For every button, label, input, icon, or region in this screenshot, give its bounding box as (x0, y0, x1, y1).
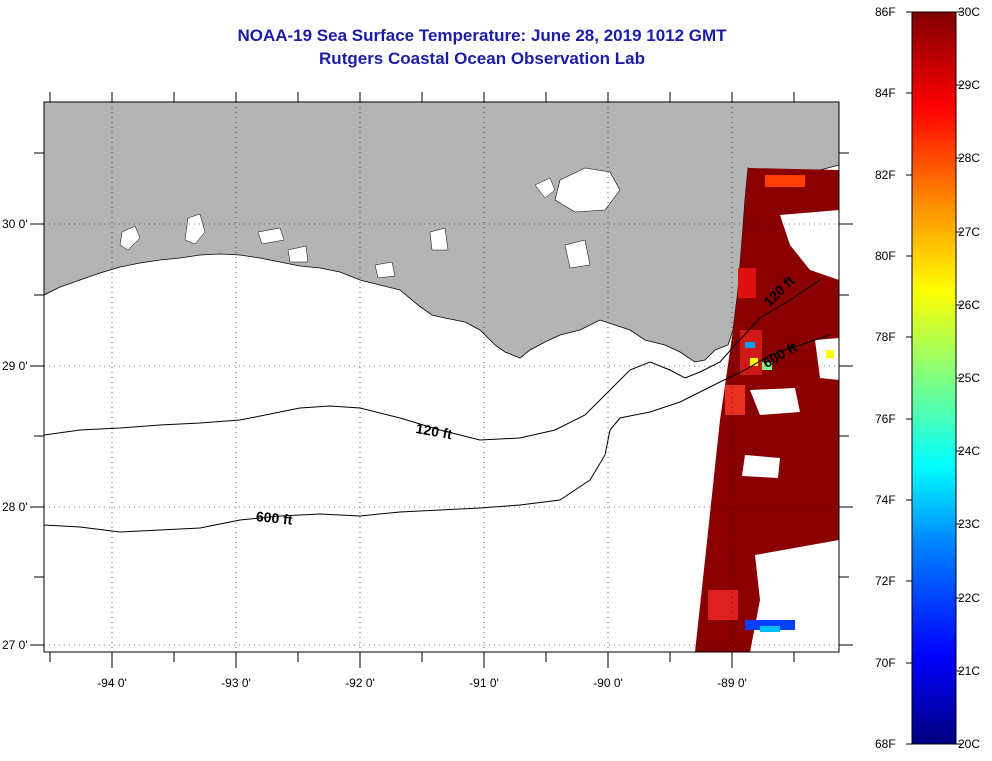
contour-120ft (44, 279, 821, 441)
map-frame (43, 101, 840, 653)
colorbar-f-86: 86F (875, 5, 896, 19)
colorbar-gradient (911, 11, 957, 745)
colorbar-f-76: 76F (875, 412, 896, 426)
lon-label-92: -92 0' (345, 676, 375, 690)
grand-lake (287, 245, 309, 263)
colorbar-f-68: 68F (875, 737, 896, 751)
map-subtitle: Rutgers Coastal Ocean Observation Lab (319, 49, 645, 68)
lat-label-29: 29 0' (2, 359, 28, 373)
contour-600ft (44, 334, 831, 533)
bay-2 (564, 239, 591, 269)
colorbar-f-84: 84F (875, 86, 896, 100)
lon-label-94: -94 0' (97, 676, 127, 690)
colorbar-c-28: 28C (958, 151, 981, 165)
lat-label-30: 30 0' (2, 217, 28, 231)
colorbar-c-21: 21C (958, 664, 981, 678)
calcasieu-lake (184, 213, 206, 245)
graticule (44, 102, 839, 652)
sst-swath (695, 168, 839, 652)
sabine-lake (119, 225, 141, 251)
lon-label-89: -89 0' (717, 676, 747, 690)
colorbar-f-74: 74F (875, 493, 896, 507)
colorbar-c-26: 26C (958, 298, 981, 312)
colorbar-ticks (906, 11, 962, 745)
map-title: NOAA-19 Sea Surface Temperature: June 28… (237, 26, 727, 45)
lat-label-27: 27 0' (2, 638, 28, 652)
lon-label-93: -93 0' (221, 676, 251, 690)
bay-1 (429, 227, 449, 251)
colorbar-c-20: 20C (958, 737, 981, 751)
white-lake (257, 227, 285, 245)
colorbar-c-23: 23C (958, 517, 981, 531)
bay-3 (374, 261, 396, 279)
colorbar-f-78: 78F (875, 330, 896, 344)
lake-pontchartrain (554, 167, 621, 213)
colorbar-c-25: 25C (958, 371, 981, 385)
colorbar-c-30: 30C (958, 5, 981, 19)
colorbar-f-82: 82F (875, 168, 896, 182)
bathymetry-contours (44, 279, 831, 533)
lat-label-28: 28 0' (2, 500, 28, 514)
colorbar-f-70: 70F (875, 656, 896, 670)
colorbar-c-27: 27C (958, 225, 981, 239)
lon-label-90: -90 0' (593, 676, 623, 690)
colorbar-c-24: 24C (958, 444, 981, 458)
colorbar-c-29: 29C (958, 78, 981, 92)
colorbar-c-22: 22C (958, 591, 981, 605)
colorbar-f-72: 72F (875, 574, 896, 588)
axis-ticks (30, 92, 853, 668)
colorbar-f-80: 80F (875, 249, 896, 263)
lon-label-91: -91 0' (469, 676, 499, 690)
lake-maurepas (534, 177, 556, 199)
